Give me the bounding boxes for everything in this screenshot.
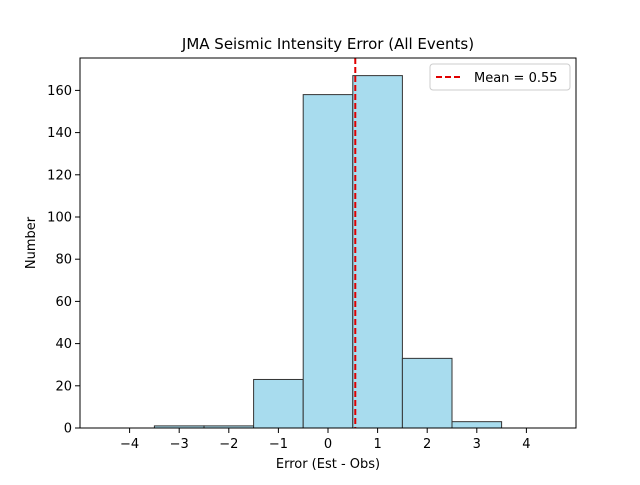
y-tick-label: 100 xyxy=(47,210,72,225)
x-tick-label: 1 xyxy=(373,437,381,452)
histogram-bar-6 xyxy=(401,357,453,429)
x-tick-label: 0 xyxy=(324,437,332,452)
chart-title: JMA Seismic Intensity Error (All Events) xyxy=(181,35,474,53)
x-tick-label: 3 xyxy=(473,437,481,452)
x-tick-label: 4 xyxy=(522,437,530,452)
y-tick-label: 60 xyxy=(55,295,72,310)
x-tick-label: −1 xyxy=(269,437,288,452)
histogram-bar-3 xyxy=(253,378,304,429)
y-axis-ticks: 0 20 40 60 80 100 120 140 160 xyxy=(47,84,80,437)
y-tick-label: 40 xyxy=(55,337,72,352)
x-axis-label: Error (Est - Obs) xyxy=(276,457,380,472)
x-axis-ticks: −4 −3 −2 −1 0 1 2 3 4 xyxy=(120,428,531,452)
y-tick-label: 20 xyxy=(55,379,72,394)
y-axis-label: Number xyxy=(24,216,39,269)
x-tick-label: −4 xyxy=(120,437,139,452)
y-tick-label: 140 xyxy=(47,126,72,141)
y-tick-label: 0 xyxy=(64,422,72,437)
histogram-bar-7 xyxy=(451,421,503,429)
bars-layer xyxy=(153,75,503,429)
y-tick-label: 160 xyxy=(47,84,72,99)
legend-mean-label: Mean = 0.55 xyxy=(474,71,558,86)
histogram-bar-5 xyxy=(352,75,403,429)
x-tick-label: −2 xyxy=(219,437,238,452)
y-tick-label: 120 xyxy=(47,168,72,183)
x-tick-label: 2 xyxy=(423,437,431,452)
y-tick-label: 80 xyxy=(55,253,72,268)
legend: Mean = 0.55 xyxy=(429,63,571,91)
x-tick-label: −3 xyxy=(170,437,189,452)
legend-box xyxy=(429,63,571,91)
histogram-bar-4 xyxy=(302,94,354,429)
